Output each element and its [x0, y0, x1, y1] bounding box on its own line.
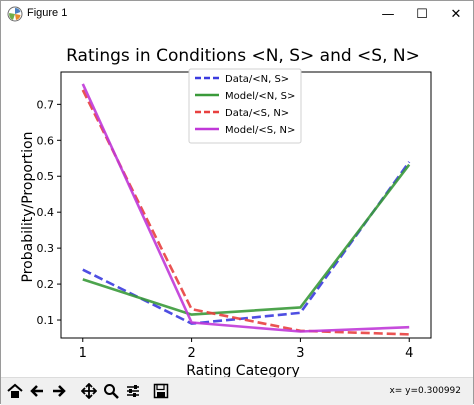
x-tick-label: 4 [405, 346, 413, 361]
line-chart: Ratings in Conditions <N, S> and <S, N> … [20, 46, 432, 377]
back-button[interactable] [27, 381, 47, 401]
legend-label: Model/<N, S> [225, 91, 295, 102]
title-bar[interactable]: Figure 1 — ☐ ✕ [1, 1, 473, 27]
forward-icon [53, 385, 66, 397]
navigation-toolbar: x= y=0.300992 [1, 377, 473, 405]
y-tick-label: 0.2 [37, 278, 55, 291]
home-button[interactable] [5, 381, 25, 401]
y-tick-label: 0.3 [37, 242, 55, 255]
zoom-button[interactable] [101, 381, 121, 401]
close-button[interactable]: ✕ [439, 1, 473, 27]
save-button[interactable] [151, 381, 171, 401]
x-tick-label: 3 [296, 346, 304, 361]
y-tick-label: 0.7 [37, 98, 55, 111]
chart-title: Ratings in Conditions <N, S> and <S, N> [66, 46, 420, 66]
minimize-button[interactable]: — [371, 1, 405, 27]
y-tick-label: 0.5 [37, 170, 55, 183]
save-icon [153, 383, 169, 399]
pan-icon [81, 383, 97, 399]
y-tick-label: 0.1 [37, 314, 55, 327]
legend-label: Data/<N, S> [225, 74, 289, 85]
forward-button[interactable] [49, 381, 69, 401]
y-tick-label: 0.4 [37, 206, 55, 219]
series-line [81, 89, 410, 336]
x-tick-label: 1 [79, 346, 87, 361]
matplotlib-app-icon [7, 6, 23, 22]
maximize-icon: ☐ [416, 6, 428, 22]
back-icon [30, 385, 43, 397]
series-line [82, 163, 411, 316]
coordinate-readout: x= y=0.300992 [389, 386, 461, 396]
y-tick-label: 0.6 [37, 134, 55, 147]
maximize-button[interactable]: ☐ [405, 1, 439, 27]
configure-icon [127, 385, 139, 397]
pan-button[interactable] [79, 381, 99, 401]
series-line [81, 83, 410, 333]
zoom-icon [104, 384, 119, 399]
x-axis-label: Rating Category [186, 363, 300, 377]
legend-label: Data/<S, N> [225, 108, 289, 119]
configure-button[interactable] [123, 381, 143, 401]
x-tick-label: 2 [187, 346, 195, 361]
legend-label: Model/<S, N> [225, 125, 295, 136]
minimize-icon: — [381, 6, 395, 22]
legend-box [188, 68, 302, 144]
close-icon: ✕ [450, 6, 462, 22]
home-icon [7, 383, 23, 398]
plot-canvas[interactable]: Ratings in Conditions <N, S> and <S, N> … [1, 27, 473, 377]
y-axis-label: Probability/Proportion [20, 132, 36, 283]
window-title: Figure 1 [27, 7, 68, 19]
